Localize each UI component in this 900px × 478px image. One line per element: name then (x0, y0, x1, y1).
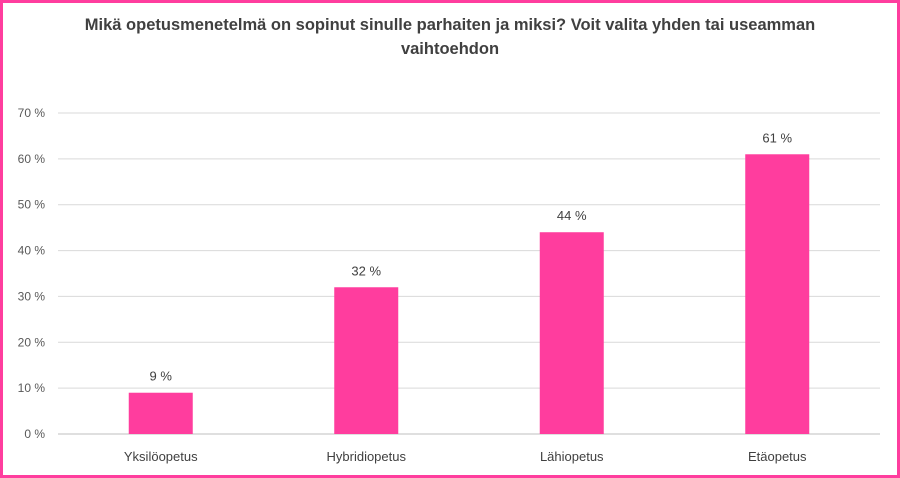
y-tick-label: 40 % (18, 244, 46, 258)
data-label: 61 % (762, 130, 792, 145)
x-category-label: Yksilöopetus (124, 449, 198, 464)
y-tick-label: 70 % (18, 106, 46, 120)
y-tick-label: 30 % (18, 289, 46, 303)
bar (745, 154, 810, 434)
y-tick-label: 10 % (18, 381, 46, 395)
x-category-label: Lähiopetus (540, 449, 604, 464)
x-category-label: Hybridiopetus (327, 449, 407, 464)
bar (539, 232, 604, 434)
bar (334, 287, 399, 434)
bar (128, 392, 193, 434)
data-label: 32 % (351, 263, 381, 278)
y-tick-label: 0 % (24, 427, 45, 441)
y-tick-label: 60 % (18, 152, 46, 166)
data-label: 44 % (557, 208, 587, 223)
chart-title: Mikä opetusmenetelmä on sopinut sinulle … (84, 16, 816, 58)
x-category-label: Etäopetus (748, 449, 807, 464)
y-tick-label: 20 % (18, 335, 46, 349)
data-label: 9 % (150, 369, 173, 384)
y-tick-label: 50 % (18, 198, 46, 212)
